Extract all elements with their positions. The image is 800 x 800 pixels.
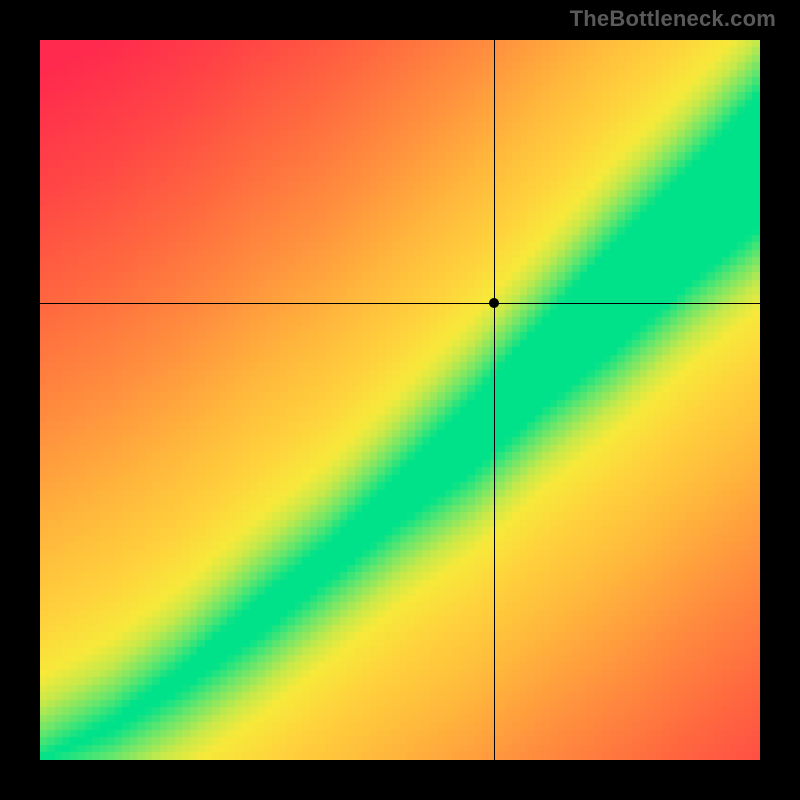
watermark-text: TheBottleneck.com	[570, 6, 776, 32]
bottleneck-heatmap	[40, 40, 760, 760]
crosshair-horizontal	[40, 303, 760, 304]
crosshair-marker-dot	[489, 298, 499, 308]
crosshair-vertical	[494, 40, 495, 760]
heatmap-canvas	[40, 40, 760, 760]
